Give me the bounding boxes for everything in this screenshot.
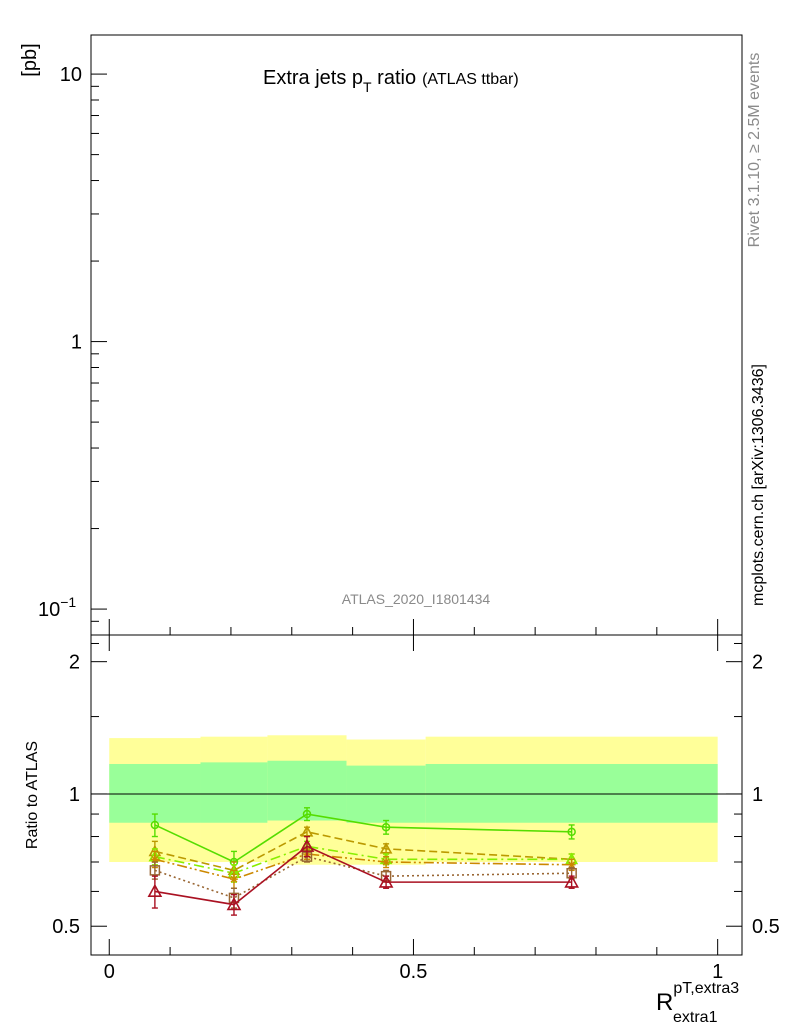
- data-point: [567, 827, 576, 837]
- ratio-y-tick-label: 2: [69, 652, 80, 674]
- top-y-axis-label: [pb]: [19, 43, 41, 76]
- series-line: [154, 845, 572, 875]
- data-point: [382, 858, 391, 867]
- data-point: [226, 896, 242, 911]
- ratio-y-tick-label: 1: [69, 784, 80, 806]
- ratio-y-axis-label: Ratio to ATLAS: [24, 741, 41, 849]
- data-point: [381, 822, 391, 832]
- x-tick-label: 0.5: [400, 961, 428, 983]
- ratio-bands: [109, 735, 718, 865]
- series-layer: [147, 807, 580, 916]
- x-axis-label: RpT,extra3 extra1: [656, 980, 739, 1024]
- top-panel-frame: [90, 34, 743, 636]
- data-point: [150, 820, 160, 830]
- data-point: [567, 860, 576, 869]
- chart-title: Extra jets pT ratio (ATLAS ttbar): [263, 67, 519, 95]
- x-tick-label: 0: [104, 961, 115, 983]
- mcplots-label: mcplots.cern.ch [arXiv:1306.3436]: [750, 364, 767, 606]
- x-tick-label: 1: [712, 961, 723, 983]
- data-point: [564, 874, 580, 888]
- ratio-panel-frame: [90, 634, 743, 956]
- data-point: [300, 825, 314, 837]
- ratio-y-tick-label-right: 1: [752, 784, 763, 806]
- ticks-layer: 0 0.5 1 10 1 10−1 2 2 1 1 0.5 0.5: [38, 64, 780, 983]
- ratio-y-tick-label: 0.5: [52, 916, 80, 938]
- ratio-y-tick-label-right: 0.5: [752, 916, 780, 938]
- analysis-label: ATLAS_2020_I1801434: [342, 591, 491, 607]
- inner-band-bin: [200, 762, 268, 823]
- series-line: [154, 853, 572, 880]
- top-y-tick-label: 10−1: [38, 594, 76, 621]
- inner-band-bin: [109, 763, 201, 823]
- rivet-version-label: Rivet 3.1.10, ≥ 2.5M events: [746, 53, 763, 248]
- data-point: [229, 875, 238, 884]
- inner-band-bin: [425, 763, 718, 823]
- data-point: [150, 855, 159, 864]
- series-line: [154, 855, 572, 899]
- ratio-y-tick-label-right: 2: [752, 652, 763, 674]
- data-point: [302, 809, 312, 819]
- top-y-tick-label: 1: [71, 332, 82, 354]
- data-point: [147, 883, 163, 898]
- data-point: [378, 874, 394, 888]
- top-y-tick-label: 10: [60, 64, 82, 86]
- data-point: [299, 838, 315, 852]
- data-point: [149, 865, 161, 876]
